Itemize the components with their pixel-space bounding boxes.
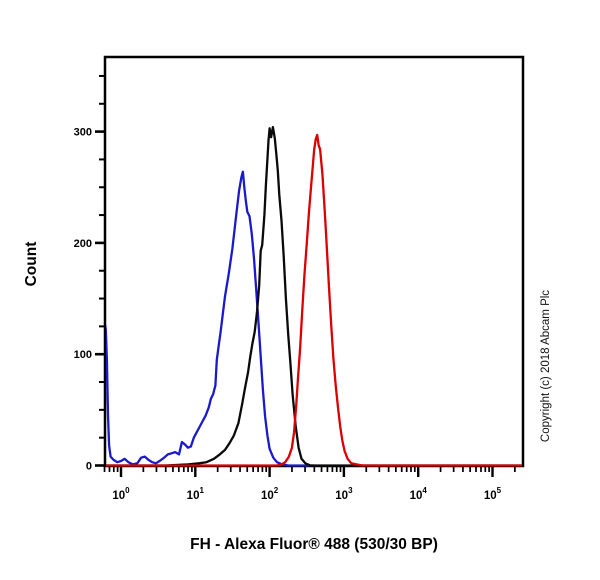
series-blue-curve: [106, 170, 316, 467]
x-axis-title: FH - Alexa Fluor® 488 (530/30 BP): [190, 536, 438, 553]
y-tick-label: 0: [86, 460, 92, 472]
series-black-curve: [106, 125, 522, 467]
x-tick-label: 103: [335, 486, 353, 502]
y-tick-label: 100: [74, 349, 92, 361]
x-tick-label: 100: [112, 486, 130, 502]
histogram-curves: [106, 125, 522, 467]
x-tick-label: 101: [187, 486, 205, 502]
axis-tick-labels: 100 101 102 103 104 105 0 100 200 300: [74, 126, 502, 502]
y-tick-label: 300: [74, 126, 92, 138]
x-tick-label: 105: [484, 486, 502, 502]
x-tick-label: 104: [410, 486, 428, 502]
series-red-curve: [106, 133, 522, 467]
copyright-text: Copyright (c) 2018 Abcam Plc: [540, 290, 552, 442]
plot-border: [103, 55, 525, 468]
y-axis-title: Count: [23, 242, 40, 287]
y-tick-label: 200: [74, 238, 92, 250]
x-tick-label: 102: [261, 486, 279, 502]
axis-ticks: [95, 74, 516, 477]
